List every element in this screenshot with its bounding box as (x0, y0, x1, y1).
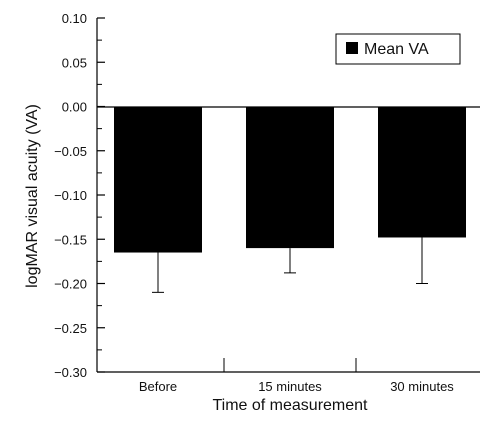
y-tick-label: −0.30 (54, 365, 87, 380)
bar-1 (114, 107, 202, 253)
y-tick-label: −0.25 (54, 321, 87, 336)
x-axis-title: Time of measurement (212, 397, 368, 414)
legend-label: Mean VA (364, 41, 429, 58)
x-ticks: Before 15 minutes 30 minutes (139, 358, 454, 394)
y-tick-label: 0.05 (62, 55, 87, 70)
y-tick-label: −0.15 (54, 232, 87, 247)
legend: Mean VA (336, 34, 460, 64)
x-tick-label: Before (139, 379, 177, 394)
x-tick-label: 30 minutes (390, 379, 454, 394)
y-tick-label: −0.05 (54, 144, 87, 159)
y-axis-title: logMAR visual acuity (VA) (24, 104, 41, 288)
x-tick-label: 15 minutes (258, 379, 322, 394)
bar-3 (378, 107, 466, 238)
y-tick-label: −0.10 (54, 188, 87, 203)
y-tick-label: 0.10 (62, 11, 87, 26)
bar-2 (246, 107, 334, 249)
bars (114, 107, 466, 253)
legend-swatch (346, 42, 358, 54)
y-tick-label: 0.00 (62, 100, 87, 115)
y-tick-label: −0.20 (54, 277, 87, 292)
